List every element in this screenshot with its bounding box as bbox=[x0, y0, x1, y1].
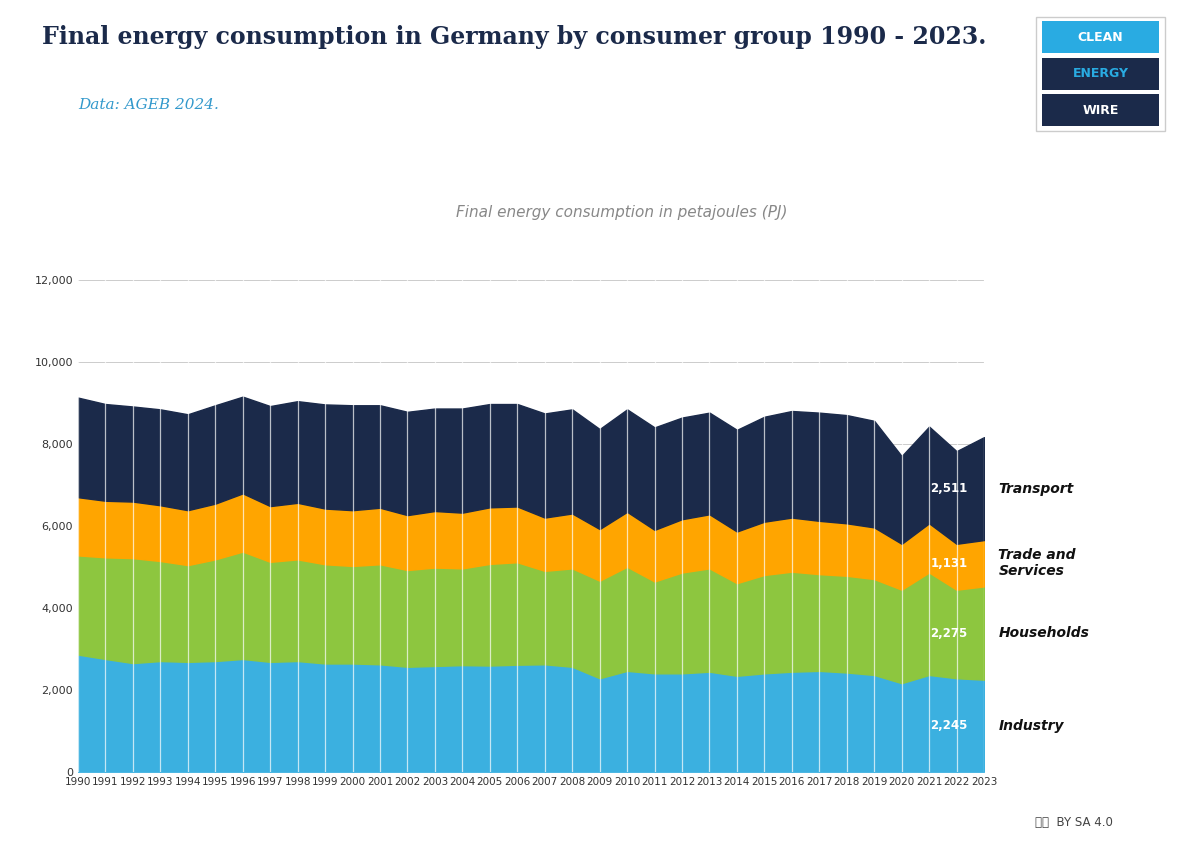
Text: Transport: Transport bbox=[998, 482, 1074, 495]
Text: Trade and
Services: Trade and Services bbox=[998, 548, 1076, 578]
Text: 2,511: 2,511 bbox=[930, 483, 967, 495]
Text: WIRE: WIRE bbox=[1082, 103, 1118, 117]
Text: Data: AGEB 2024.: Data: AGEB 2024. bbox=[78, 98, 218, 112]
Text: ⒸⒸ  BY SA 4.0: ⒸⒸ BY SA 4.0 bbox=[1036, 817, 1112, 829]
Text: 2,275: 2,275 bbox=[930, 627, 967, 639]
Text: Final energy consumption in Germany by consumer group 1990 - 2023.: Final energy consumption in Germany by c… bbox=[42, 25, 986, 49]
Text: Industry: Industry bbox=[998, 718, 1064, 733]
Text: 2,245: 2,245 bbox=[930, 719, 967, 732]
Text: CLEAN: CLEAN bbox=[1078, 31, 1123, 44]
Text: ENERGY: ENERGY bbox=[1073, 67, 1128, 81]
Text: Households: Households bbox=[998, 626, 1090, 640]
Text: 1,131: 1,131 bbox=[930, 557, 967, 570]
Text: Final energy consumption in petajoules (PJ): Final energy consumption in petajoules (… bbox=[456, 205, 787, 220]
